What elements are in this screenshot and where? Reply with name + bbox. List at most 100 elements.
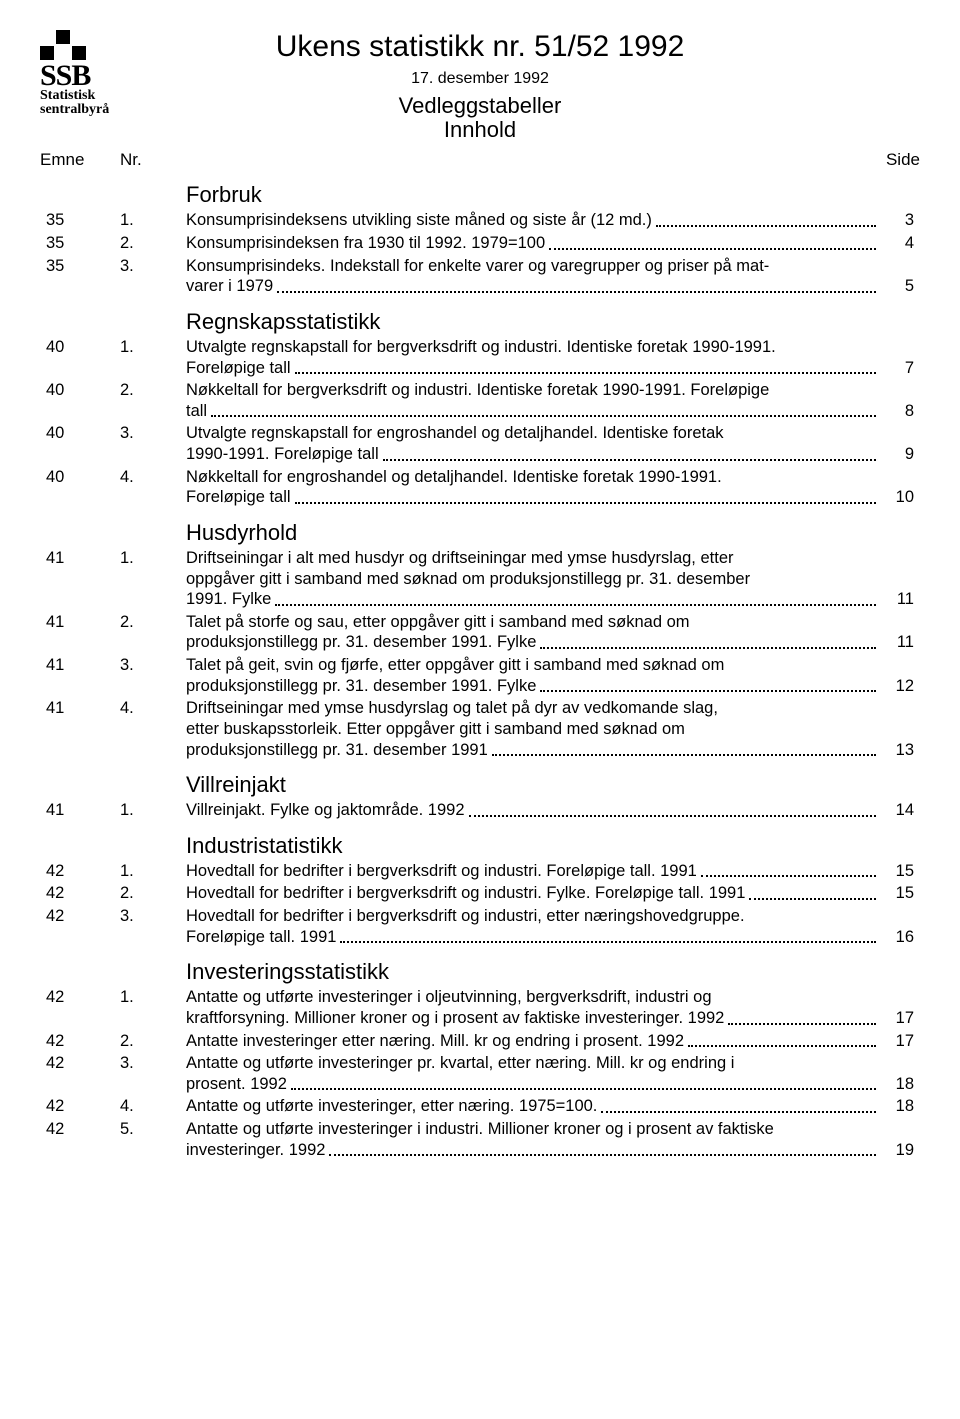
toc-entry: 401.Utvalgte regnskapstall for bergverks… xyxy=(40,337,920,378)
entry-nr: 2. xyxy=(120,380,186,421)
toc-entry: 404.Nøkkeltall for engroshandel og detal… xyxy=(40,467,920,508)
header: SSB Statistisk sentralbyrå Ukens statist… xyxy=(40,30,920,142)
entry-desc: Hovedtall for bedrifter i bergverksdrift… xyxy=(186,861,880,882)
entry-desc: Antatte og utførte investeringer pr. kva… xyxy=(186,1053,880,1094)
entry-page: 4 xyxy=(880,233,920,254)
toc-entry: 411.Driftseiningar i alt med husdyr og d… xyxy=(40,548,920,610)
entry-emne: 42 xyxy=(40,987,120,1028)
logo-sub2: sentralbyrå xyxy=(40,103,130,117)
entry-page: 11 xyxy=(880,632,920,653)
entry-nr: 3. xyxy=(120,655,186,696)
entry-emne: 42 xyxy=(40,906,120,947)
entry-emne: 35 xyxy=(40,233,120,254)
entry-emne: 42 xyxy=(40,1096,120,1117)
entry-nr: 2. xyxy=(120,233,186,254)
toc-entry: 351.Konsumprisindeksens utvikling siste … xyxy=(40,210,920,231)
entry-desc: Konsumprisindeksen fra 1930 til 1992. 19… xyxy=(186,233,880,254)
entry-nr: 1. xyxy=(120,800,186,821)
date: 17. desember 1992 xyxy=(130,70,830,88)
entry-emne: 40 xyxy=(40,380,120,421)
entry-page: 15 xyxy=(880,883,920,904)
entry-emne: 42 xyxy=(40,1053,120,1094)
entry-emne: 35 xyxy=(40,256,120,297)
toc-entry: 425.Antatte og utførte investeringer i i… xyxy=(40,1119,920,1160)
col-nr: Nr. xyxy=(120,150,180,170)
entry-nr: 2. xyxy=(120,612,186,653)
entry-emne: 40 xyxy=(40,423,120,464)
toc-entry: 423.Antatte og utførte investeringer pr.… xyxy=(40,1053,920,1094)
entry-nr: 3. xyxy=(120,423,186,464)
section-title: Investeringsstatistikk xyxy=(186,959,920,985)
entry-desc: Konsumprisindeksens utvikling siste måne… xyxy=(186,210,880,231)
entry-page: 13 xyxy=(880,740,920,761)
entry-nr: 4. xyxy=(120,698,186,760)
ssb-logo: SSB Statistisk sentralbyrå xyxy=(40,30,130,117)
entry-page: 12 xyxy=(880,676,920,697)
entry-desc: Nøkkeltall for bergverksdrift og industr… xyxy=(186,380,880,421)
entry-page: 14 xyxy=(880,800,920,821)
entry-page: 18 xyxy=(880,1074,920,1095)
toc-entry: 424.Antatte og utførte investeringer, et… xyxy=(40,1096,920,1117)
subtitle1: Vedleggstabeller xyxy=(130,94,830,118)
entry-nr: 1. xyxy=(120,548,186,610)
entry-desc: Hovedtall for bedrifter i bergverksdrift… xyxy=(186,883,880,904)
entry-emne: 41 xyxy=(40,548,120,610)
logo-squares xyxy=(40,30,130,60)
toc-entry: 422.Antatte investeringer etter næring. … xyxy=(40,1031,920,1052)
entry-desc: Talet på storfe og sau, etter oppgåver g… xyxy=(186,612,880,653)
toc-entry: 412.Talet på storfe og sau, etter oppgåv… xyxy=(40,612,920,653)
entry-page: 10 xyxy=(880,487,920,508)
entry-desc: Driftseiningar i alt med husdyr og drift… xyxy=(186,548,880,610)
entry-emne: 41 xyxy=(40,800,120,821)
entry-nr: 5. xyxy=(120,1119,186,1160)
logo-text: SSB xyxy=(40,62,130,89)
entry-emne: 41 xyxy=(40,698,120,760)
entry-emne: 41 xyxy=(40,612,120,653)
logo-sub1: Statistisk xyxy=(40,89,130,103)
entry-emne: 41 xyxy=(40,655,120,696)
entry-desc: Antatte og utførte investeringer i oljeu… xyxy=(186,987,880,1028)
entry-nr: 2. xyxy=(120,883,186,904)
entry-page: 18 xyxy=(880,1096,920,1117)
entry-nr: 4. xyxy=(120,467,186,508)
entry-desc: Talet på geit, svin og fjørfe, etter opp… xyxy=(186,655,880,696)
table-of-contents: Forbruk351.Konsumprisindeksens utvikling… xyxy=(40,182,920,1160)
entry-desc: Konsumprisindeks. Indekstall for enkelte… xyxy=(186,256,880,297)
section-title: Regnskapsstatistikk xyxy=(186,309,920,335)
entry-page: 3 xyxy=(880,210,920,231)
entry-desc: Villreinjakt. Fylke og jaktområde. 1992 xyxy=(186,800,880,821)
entry-desc: Nøkkeltall for engroshandel og detaljhan… xyxy=(186,467,880,508)
entry-nr: 1. xyxy=(120,210,186,231)
toc-entry: 403.Utvalgte regnskapstall for engroshan… xyxy=(40,423,920,464)
entry-emne: 40 xyxy=(40,337,120,378)
entry-emne: 35 xyxy=(40,210,120,231)
entry-page: 17 xyxy=(880,1008,920,1029)
entry-desc: Utvalgte regnskapstall for engroshandel … xyxy=(186,423,880,464)
entry-emne: 42 xyxy=(40,883,120,904)
entry-desc: Antatte og utførte investeringer i indus… xyxy=(186,1119,880,1160)
entry-nr: 3. xyxy=(120,1053,186,1094)
toc-entry: 423.Hovedtall for bedrifter i bergverksd… xyxy=(40,906,920,947)
entry-emne: 42 xyxy=(40,861,120,882)
col-side: Side xyxy=(180,150,920,170)
entry-nr: 2. xyxy=(120,1031,186,1052)
entry-page: 16 xyxy=(880,927,920,948)
entry-nr: 3. xyxy=(120,906,186,947)
entry-page: 7 xyxy=(880,358,920,379)
toc-entry: 421.Hovedtall for bedrifter i bergverksd… xyxy=(40,861,920,882)
entry-page: 9 xyxy=(880,444,920,465)
toc-entry: 411.Villreinjakt. Fylke og jaktområde. 1… xyxy=(40,800,920,821)
entry-emne: 42 xyxy=(40,1031,120,1052)
entry-nr: 1. xyxy=(120,337,186,378)
entry-page: 11 xyxy=(880,589,920,610)
entry-page: 15 xyxy=(880,861,920,882)
title-block: Ukens statistikk nr. 51/52 1992 17. dese… xyxy=(130,30,830,142)
entry-desc: Antatte og utførte investeringer, etter … xyxy=(186,1096,880,1117)
entry-emne: 42 xyxy=(40,1119,120,1160)
section-title: Husdyrhold xyxy=(186,520,920,546)
toc-entry: 422.Hovedtall for bedrifter i bergverksd… xyxy=(40,883,920,904)
entry-page: 19 xyxy=(880,1140,920,1161)
toc-entry: 413.Talet på geit, svin og fjørfe, etter… xyxy=(40,655,920,696)
toc-entry: 421.Antatte og utførte investeringer i o… xyxy=(40,987,920,1028)
entry-nr: 1. xyxy=(120,987,186,1028)
